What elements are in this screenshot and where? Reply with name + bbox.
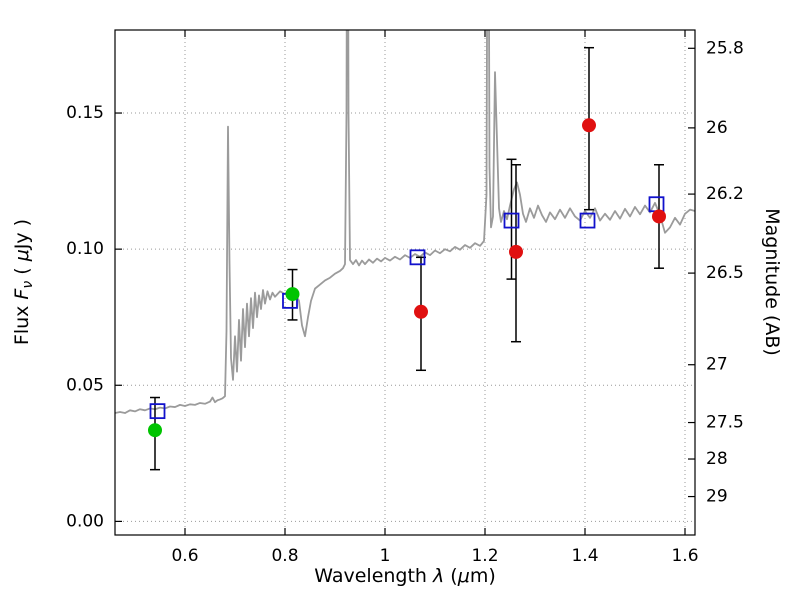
blue-square-marker [503, 212, 520, 229]
y-axis-label-flux: Flux Fν ( μJy ) [11, 219, 36, 345]
data-markers-layer [148, 118, 666, 438]
magnitude-tick-label: 29 [706, 487, 728, 507]
blue-square-marker [579, 212, 596, 229]
blue-square-marker [149, 403, 166, 420]
magnitude-tick-label: 25.8 [706, 38, 744, 58]
flux-tick-label: 0.15 [66, 103, 104, 123]
magnitude-tick-label: 26 [706, 118, 728, 138]
grid-lines [115, 30, 695, 535]
magnitude-tick-label: 27 [706, 355, 728, 375]
green-circle-marker [148, 423, 162, 438]
blue-square-marker [409, 249, 426, 266]
y-axis-label-magnitude: Magnitude (AB) [761, 208, 783, 356]
magnitude-tick-label: 26.5 [706, 263, 744, 283]
x-tick-label: 1.2 [471, 546, 498, 566]
green-circle-marker [285, 287, 300, 302]
magnitude-tick-label: 28 [706, 449, 728, 469]
flux-tick-label: 0.05 [66, 375, 104, 395]
flux-tick-label: 0.10 [66, 239, 104, 259]
red-circle-marker [582, 118, 596, 133]
spectrum-line [115, 30, 695, 414]
x-tick-label: 0.6 [171, 546, 198, 566]
x-tick-label: 1.4 [571, 546, 598, 566]
red-circle-marker [414, 304, 428, 319]
spectrum-layer [115, 30, 695, 414]
magnitude-tick-label: 26.2 [706, 184, 744, 204]
x-axis-label: Wavelength λ (μm) [314, 565, 495, 587]
red-circle-marker [509, 244, 523, 259]
magnitude-tick-label: 27.5 [706, 413, 744, 433]
tick-layer: 0.6 0.8 1 1.2 1.4 1.6 0.00 0.05 0.10 0.15 25.8 26 26… [66, 30, 744, 566]
x-tick-label: 1.6 [671, 546, 698, 566]
axes-layer [114, 29, 696, 536]
flux-tick-label: 0.00 [66, 511, 104, 531]
plot-border [114, 29, 696, 536]
red-circle-marker [652, 209, 666, 224]
x-tick-label: 1 [380, 546, 391, 566]
x-tick-label: 0.8 [271, 546, 298, 566]
